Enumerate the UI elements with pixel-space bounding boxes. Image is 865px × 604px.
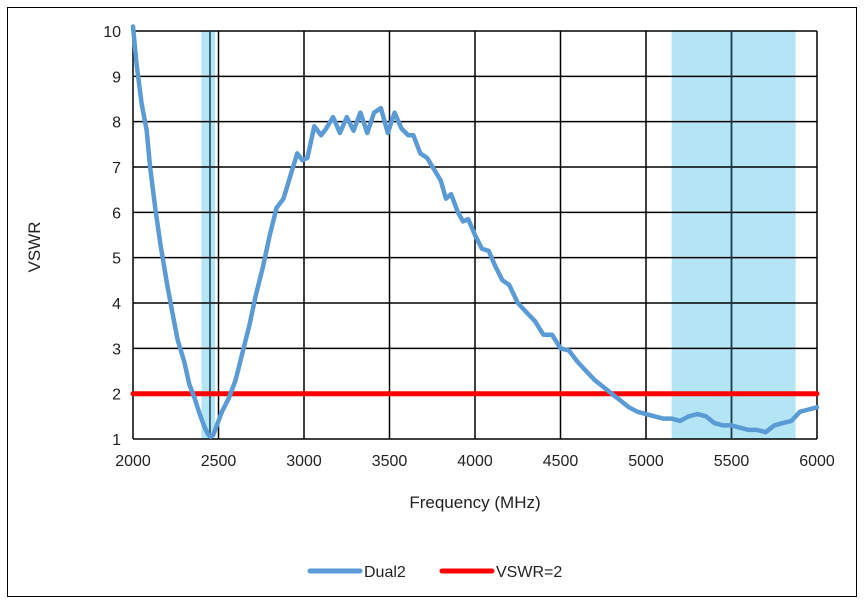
legend: Dual2 VSWR=2	[307, 564, 562, 581]
legend-label-dual2: Dual2	[364, 564, 406, 581]
tick-labels: 2000 2500 3000 3500 4000 4500 5000 5500 6000 1 2 3 4…	[103, 24, 835, 470]
x-tick-label-4000: 4000	[457, 453, 493, 470]
x-tick-label-6000: 6000	[799, 453, 835, 470]
y-tick-label-8: 8	[112, 115, 121, 132]
shaded-bands	[201, 31, 796, 439]
y-tick-label-1: 1	[112, 432, 121, 449]
shaded-band-0	[201, 31, 216, 439]
x-tick-label-5500: 5500	[714, 453, 750, 470]
series-lines	[130, 24, 820, 439]
x-tick-label-4500: 4500	[543, 453, 579, 470]
grid	[132, 30, 818, 440]
x-axis-title: Frequency (MHz)	[409, 493, 540, 512]
vertical-markers	[209, 31, 733, 439]
x-tick-label-2000: 2000	[115, 453, 151, 470]
y-tick-label-9: 9	[112, 69, 121, 86]
y-tick-label-10: 10	[103, 24, 121, 41]
y-tick-label-4: 4	[112, 296, 121, 313]
x-tick-label-3500: 3500	[372, 453, 408, 470]
x-tick-label-2500: 2500	[201, 453, 237, 470]
y-tick-label-5: 5	[112, 251, 121, 268]
x-tick-label-5000: 5000	[628, 453, 664, 470]
y-tick-label-2: 2	[112, 387, 121, 404]
y-axis-title: VSWR	[25, 222, 44, 273]
y-tick-label-7: 7	[112, 160, 121, 177]
x-tick-label-3000: 3000	[286, 453, 322, 470]
series-line-dual2	[130, 24, 820, 439]
legend-label-vswr2: VSWR=2	[496, 564, 562, 581]
y-tick-label-3: 3	[112, 341, 121, 358]
shaded-band-1	[671, 31, 796, 439]
y-tick-label-6: 6	[112, 205, 121, 222]
